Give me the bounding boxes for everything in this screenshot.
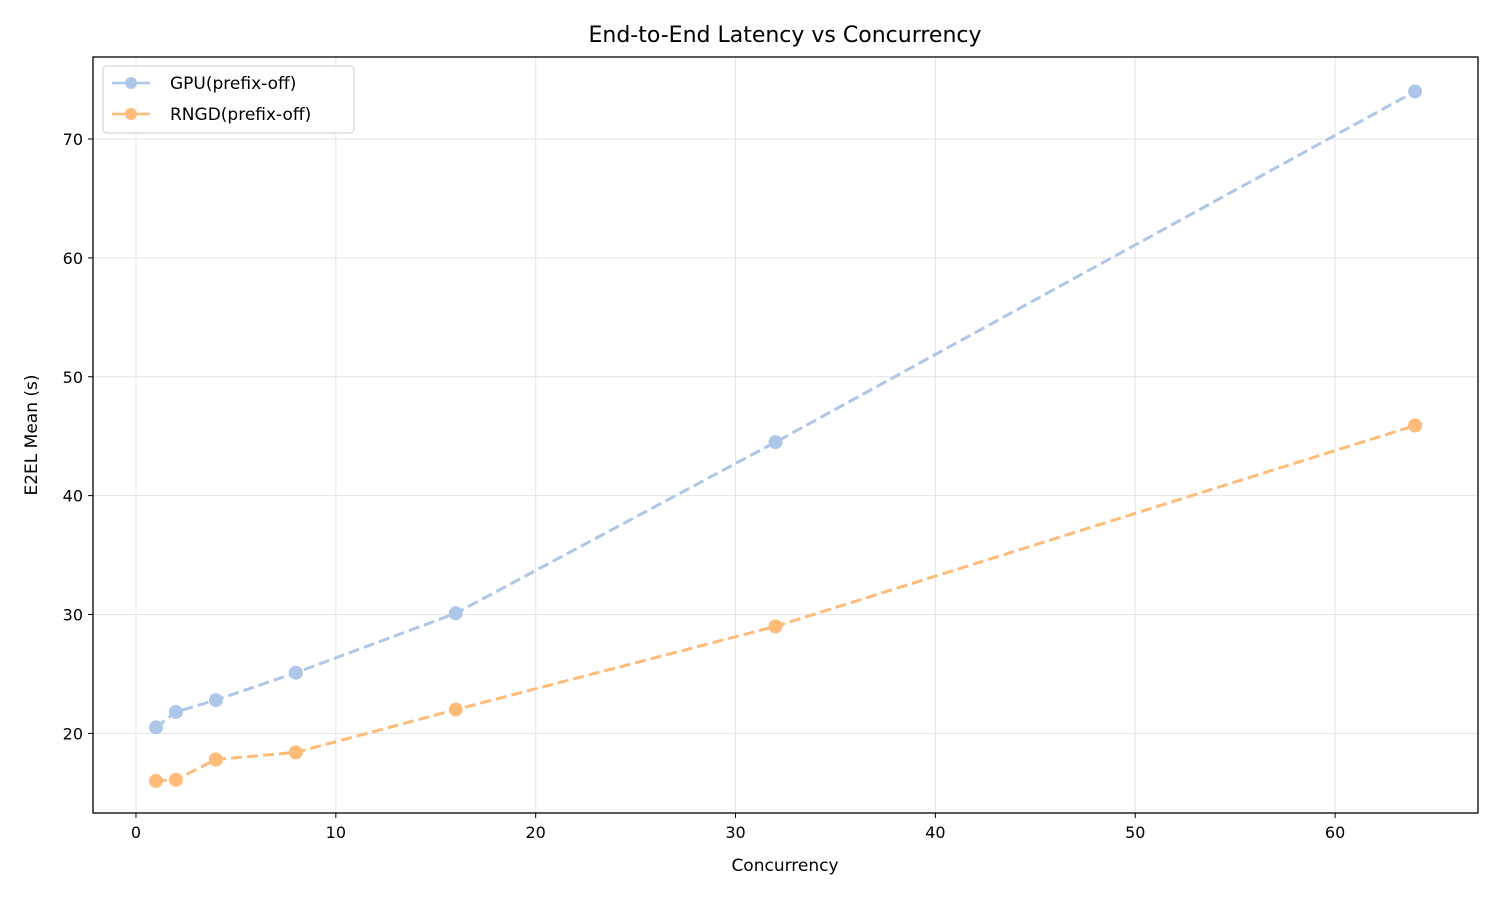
x-axis-label: Concurrency (731, 856, 838, 876)
legend-box (102, 65, 355, 134)
data-point (208, 752, 223, 767)
data-point (448, 606, 463, 621)
x-tick-label: 60 (1325, 823, 1345, 842)
data-point (768, 435, 783, 450)
y-tick-label: 40 (63, 487, 83, 506)
x-tick-label: 40 (925, 823, 945, 842)
series-0 (148, 84, 1423, 735)
y-axis-ticks: 20 30 40 50 60 70 (63, 130, 93, 743)
x-tick-label: 50 (1125, 823, 1145, 842)
legend-label-gpu: GPU(prefix-off) (170, 74, 296, 94)
legend: GPU(prefix-off) RNGD(prefix-off) (102, 65, 355, 134)
x-tick-label: 0 (131, 823, 141, 842)
data-point (168, 704, 183, 719)
legend-item-gpu: GPU(prefix-off) (112, 74, 296, 94)
x-tick-label: 20 (526, 823, 546, 842)
data-point (768, 619, 783, 634)
data-point (148, 720, 163, 735)
y-tick-label: 20 (63, 724, 83, 743)
y-axis-label: E2EL Mean (s) (22, 374, 42, 495)
data-point (448, 702, 463, 717)
data-point (1408, 84, 1423, 99)
data-point (288, 665, 303, 680)
data-point (148, 773, 163, 788)
y-tick-label: 30 (63, 605, 83, 624)
x-tick-label: 10 (326, 823, 346, 842)
data-point (168, 772, 183, 787)
plot-frame (92, 56, 1479, 814)
y-tick-label: 60 (63, 249, 83, 268)
data-series (148, 84, 1423, 788)
grid-lines (93, 57, 1478, 813)
data-point (1408, 418, 1423, 433)
y-tick-label: 70 (63, 130, 83, 149)
data-point (288, 745, 303, 760)
x-axis-ticks: 0 10 20 30 40 50 60 (131, 813, 1345, 842)
series-1 (148, 418, 1423, 788)
y-tick-label: 50 (63, 368, 83, 387)
x-tick-label: 30 (725, 823, 745, 842)
legend-label-rngd: RNGD(prefix-off) (170, 105, 311, 125)
data-point (208, 693, 223, 708)
chart-title: End-to-End Latency vs Concurrency (588, 23, 981, 48)
legend-item-rngd: RNGD(prefix-off) (112, 105, 311, 125)
